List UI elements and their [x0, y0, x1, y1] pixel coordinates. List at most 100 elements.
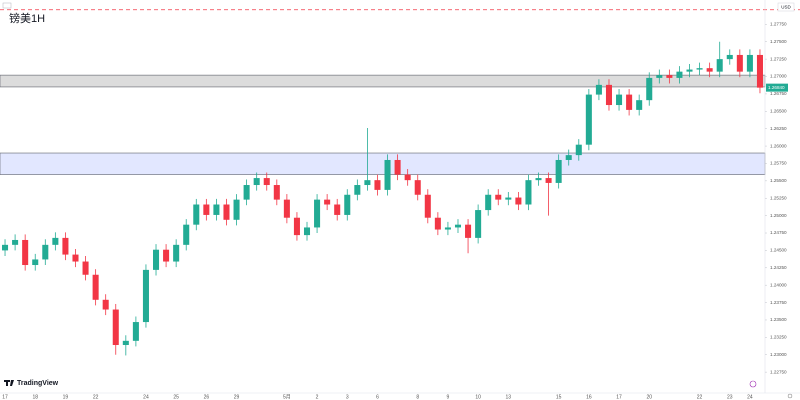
candle-body	[505, 197, 512, 200]
candle-body	[263, 178, 270, 186]
candle-body	[223, 204, 230, 220]
candle-body	[142, 269, 149, 323]
menu-icon[interactable]	[2, 2, 12, 9]
candle-body	[686, 69, 693, 72]
candle-body	[354, 185, 361, 195]
y-tick-label: 1.26000	[770, 143, 787, 148]
y-tick-label: 1.27500	[770, 39, 787, 44]
x-tick-label: 2	[316, 394, 319, 400]
x-tick-label: 9	[447, 394, 450, 400]
x-tick-label: 26	[204, 394, 210, 400]
last-price-label: 1.26840	[768, 85, 785, 90]
y-tick-label: 1.25000	[770, 213, 787, 218]
candle-body	[454, 224, 462, 228]
candle-body	[475, 210, 482, 238]
y-tick-label: 1.23500	[770, 317, 787, 322]
candle-body	[706, 68, 713, 72]
x-tick-label: 29	[234, 394, 240, 400]
zone	[0, 152, 766, 175]
candle-body	[153, 249, 160, 270]
candle-body	[414, 180, 421, 195]
candle-body	[444, 227, 451, 230]
candle-body	[535, 178, 542, 181]
chart-title: 镑美1H	[9, 11, 45, 25]
candle-body	[374, 180, 381, 190]
x-tick-label: 22	[93, 394, 99, 400]
y-tick-label: 1.24750	[770, 230, 787, 235]
candle-body	[605, 84, 612, 106]
y-tick-label: 1.27750	[770, 22, 787, 27]
y-tick-label: 1.26500	[770, 109, 787, 114]
x-tick-label: 24	[143, 394, 149, 400]
candle-body	[364, 180, 371, 186]
candle-body	[253, 178, 260, 186]
candle-body	[163, 249, 170, 262]
candle-body	[716, 59, 723, 72]
candle-body	[102, 299, 109, 310]
y-tick-label: 1.24250	[770, 265, 787, 270]
candle-body	[384, 159, 391, 190]
candle-body	[746, 54, 753, 72]
candle-body	[72, 254, 79, 262]
y-tick-label: 1.26750	[770, 91, 787, 96]
candle-body	[314, 199, 321, 228]
last-price-box	[766, 83, 788, 92]
y-tick-label: 1.27000	[770, 74, 787, 79]
x-tick-label: 15	[556, 394, 562, 400]
x-tick-label: 19	[63, 394, 69, 400]
candle-body	[495, 194, 502, 200]
y-tick-label: 1.27250	[770, 56, 787, 61]
candle-body	[585, 94, 592, 145]
x-tick-label: 23	[727, 394, 733, 400]
x-tick-label: 10	[475, 394, 481, 400]
y-tick-label: 1.24500	[770, 248, 787, 253]
x-tick-label: 6	[376, 394, 379, 400]
candle-body	[324, 199, 331, 205]
candle-body	[52, 237, 59, 245]
candle-body	[293, 217, 300, 236]
candle-body	[62, 237, 69, 255]
candle-body	[555, 159, 562, 183]
candle-body	[273, 185, 280, 200]
candle-body	[595, 84, 602, 95]
candle-body	[676, 71, 683, 78]
y-tick-label: 1.23250	[770, 335, 787, 340]
x-tick-label: 3	[346, 394, 349, 400]
x-tick-label: 22	[697, 394, 703, 400]
candle-body	[666, 75, 673, 78]
brand-name: TradingView	[17, 380, 59, 387]
y-tick-label: 1.23750	[770, 300, 787, 305]
candle-body	[485, 194, 492, 211]
y-tick-label: 1.24000	[770, 282, 787, 287]
y-tick-label: 1.23000	[770, 352, 787, 357]
y-tick-label: 1.25750	[770, 161, 787, 166]
candle-body	[203, 204, 210, 215]
candle-body	[334, 204, 341, 215]
y-tick-label: 1.22750	[770, 369, 787, 374]
gear-icon[interactable]	[787, 393, 793, 399]
x-tick-label: 17	[616, 394, 622, 400]
brand-logo	[4, 380, 14, 386]
x-tick-label: 8	[416, 394, 419, 400]
candle-body	[736, 54, 743, 72]
x-tick-label: 13	[506, 394, 512, 400]
settings-icon[interactable]	[749, 380, 757, 388]
currency-box[interactable]	[777, 2, 795, 12]
candle-body	[646, 77, 653, 101]
candle-body	[575, 144, 582, 156]
candle-body	[32, 259, 39, 266]
candle-body	[92, 274, 99, 300]
x-tick-label: 5月	[283, 394, 291, 400]
x-tick-label: 17	[2, 394, 8, 400]
y-tick-label: 1.26250	[770, 126, 787, 131]
candle-body	[213, 204, 220, 215]
x-tick-label: 16	[586, 394, 592, 400]
candle-body	[132, 322, 139, 341]
candle-body	[12, 239, 19, 245]
candle-body	[233, 199, 240, 220]
candle-body	[193, 204, 200, 225]
candle-body	[344, 194, 351, 215]
candle-body	[616, 94, 623, 106]
